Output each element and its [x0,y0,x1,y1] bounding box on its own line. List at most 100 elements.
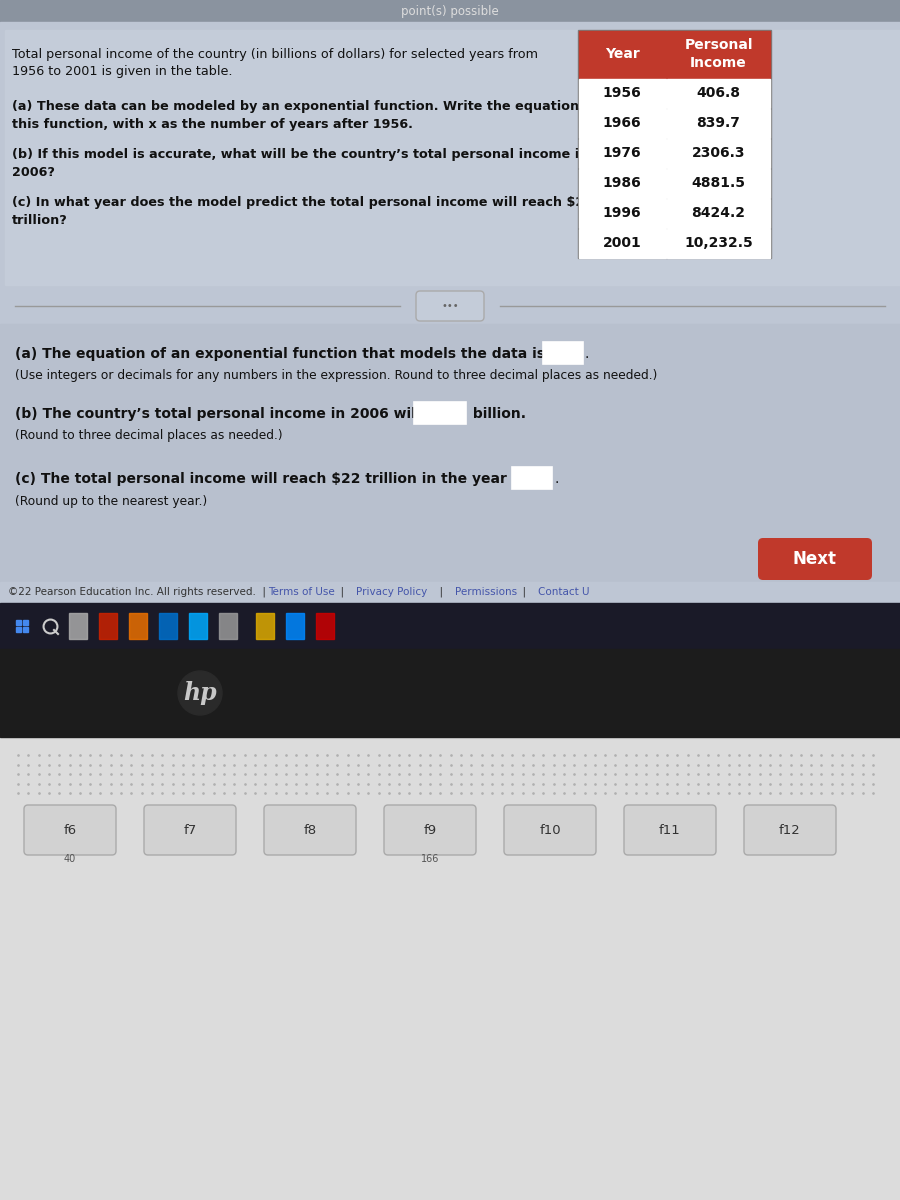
Text: Terms of Use: Terms of Use [268,587,335,596]
Bar [286,613,304,638]
Bar [189,613,207,638]
Text: f7: f7 [184,823,196,836]
FancyBboxPatch shape [416,290,484,320]
Text: 1956: 1956 [603,86,642,100]
Bar [22,626,28,631]
Text: 10,232.5: 10,232.5 [684,236,753,250]
Text: (c) In what year does the model predict the total personal income will reach $22: (c) In what year does the model predict … [12,196,593,209]
Text: this function, with x as the number of years after 1956.: this function, with x as the number of y… [12,118,413,131]
Bar [256,613,274,638]
Text: 1986: 1986 [603,176,642,190]
Text: (a) These data can be modeled by an exponential function. Write the equation of: (a) These data can be modeled by an expo… [12,100,598,113]
Bar [0,0,900,22]
Text: Next: Next [793,550,837,568]
Bar [414,402,466,424]
Bar [129,613,147,638]
Text: .: . [554,472,558,486]
Text: 1976: 1976 [603,146,642,160]
Bar [16,626,21,631]
Bar [5,30,900,284]
Bar [0,737,900,1200]
Bar [579,229,666,258]
Text: 2006?: 2006? [12,166,55,179]
Text: f8: f8 [303,823,317,836]
Text: Permissions: Permissions [455,587,517,596]
Text: 839.7: 839.7 [697,116,741,130]
Text: Total personal income of the country (in billions of dollars) for selected years: Total personal income of the country (in… [12,48,538,61]
Text: |: | [433,587,450,598]
Bar [579,139,666,168]
FancyBboxPatch shape [744,805,836,854]
FancyBboxPatch shape [24,805,116,854]
Bar [159,613,177,638]
Bar [69,613,87,638]
Bar [667,79,770,108]
Bar [512,467,552,490]
Text: f6: f6 [63,823,76,836]
Text: Personal
Income: Personal Income [684,38,752,70]
Text: 40: 40 [64,854,76,864]
Text: hp: hp [184,680,217,704]
Bar [0,649,900,737]
Text: 2306.3: 2306.3 [692,146,745,160]
Text: Privacy Policy: Privacy Policy [356,587,428,596]
Text: 1956 to 2001 is given in the table.: 1956 to 2001 is given in the table. [12,65,232,78]
Text: .: . [585,347,590,361]
Text: billion.: billion. [468,407,526,421]
Text: (a) The equation of an exponential function that models the data is y =: (a) The equation of an exponential funct… [15,347,573,361]
Bar [0,602,900,649]
FancyBboxPatch shape [384,805,476,854]
Bar [22,620,28,625]
Bar [667,169,770,198]
Text: 8424.2: 8424.2 [691,206,745,220]
Bar [0,324,900,582]
Text: (Round to three decimal places as needed.): (Round to three decimal places as needed… [15,430,283,443]
Text: trillion?: trillion? [12,214,68,227]
Text: |: | [334,587,351,598]
Bar [579,169,666,198]
Bar [579,199,666,228]
Text: (b) If this model is accurate, what will be the country’s total personal income : (b) If this model is accurate, what will… [12,148,589,161]
Text: (Use integers or decimals for any numbers in the expression. Round to three deci: (Use integers or decimals for any number… [15,370,657,383]
Text: 166: 166 [421,854,439,864]
FancyBboxPatch shape [624,805,716,854]
Text: •••: ••• [441,301,459,311]
Text: 2001: 2001 [603,236,642,250]
FancyBboxPatch shape [264,805,356,854]
FancyBboxPatch shape [504,805,596,854]
Text: (c) The total personal income will reach $22 trillion in the year: (c) The total personal income will reach… [15,472,512,486]
Text: 4881.5: 4881.5 [691,176,745,190]
Bar [99,613,117,638]
Text: f10: f10 [539,823,561,836]
Circle shape [178,671,222,715]
Text: (b) The country’s total personal income in 2006 will be $: (b) The country’s total personal income … [15,407,459,421]
Bar [0,22,900,602]
Bar [667,229,770,258]
Text: Contact U: Contact U [537,587,589,596]
Bar [667,199,770,228]
Bar [667,109,770,138]
FancyBboxPatch shape [758,538,872,580]
Text: f12: f12 [779,823,801,836]
Bar [219,613,237,638]
Bar [16,620,21,625]
Bar [316,613,334,638]
Bar [579,109,666,138]
Bar [578,30,771,258]
Text: Year: Year [605,47,639,61]
Bar [543,342,583,364]
Bar [579,31,666,78]
Bar [579,79,666,108]
Text: (Round up to the nearest year.): (Round up to the nearest year.) [15,494,207,508]
FancyBboxPatch shape [144,805,236,854]
Text: 1966: 1966 [603,116,642,130]
Text: point(s) possible: point(s) possible [401,5,499,18]
Text: f11: f11 [659,823,681,836]
Bar [0,582,900,602]
Bar [0,288,900,324]
Text: |: | [516,587,532,598]
Bar [667,31,770,78]
Text: ©22 Pearson Education Inc. All rights reserved.  |: ©22 Pearson Education Inc. All rights re… [8,587,273,598]
Text: 1996: 1996 [603,206,642,220]
Text: f9: f9 [423,823,436,836]
